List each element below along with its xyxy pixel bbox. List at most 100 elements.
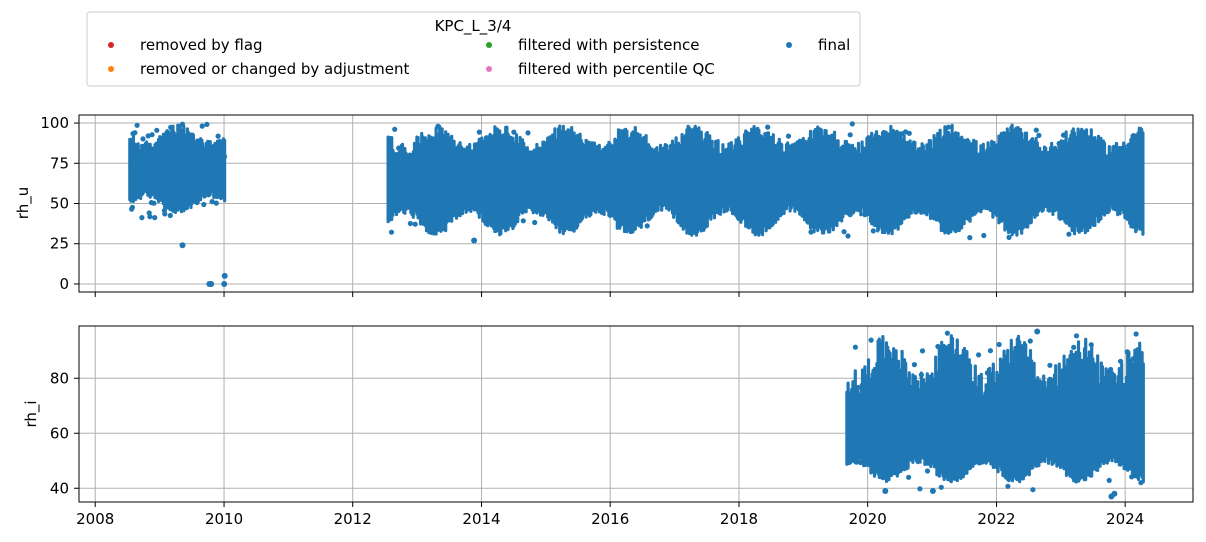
data-point xyxy=(208,281,215,287)
data-point xyxy=(498,210,505,216)
data-point xyxy=(1111,382,1117,388)
y-tick-label: 40 xyxy=(50,479,69,497)
data-point xyxy=(887,378,893,384)
data-point xyxy=(983,402,989,408)
data-point xyxy=(194,180,201,186)
legend-marker xyxy=(108,66,114,72)
data-point xyxy=(649,154,655,160)
data-point xyxy=(996,341,1002,348)
data-point xyxy=(148,200,154,206)
legend-marker xyxy=(486,66,492,72)
data-point xyxy=(1096,393,1102,399)
data-point xyxy=(872,197,878,203)
data-point xyxy=(511,129,517,135)
data-point xyxy=(1054,451,1060,457)
data-point xyxy=(932,461,939,467)
data-point xyxy=(1120,445,1126,451)
data-point xyxy=(1027,338,1033,344)
data-point xyxy=(897,220,903,226)
data-point xyxy=(147,174,154,180)
x-tick-label: 2020 xyxy=(849,510,887,528)
data-point xyxy=(870,454,876,460)
data-point xyxy=(864,407,870,413)
data-point xyxy=(958,187,964,193)
data-point xyxy=(168,181,174,187)
data-point xyxy=(888,386,894,392)
data-point xyxy=(165,133,171,139)
data-point xyxy=(141,180,148,186)
data-point xyxy=(1089,416,1095,422)
final-series-mass xyxy=(845,334,1145,484)
data-point xyxy=(1005,483,1011,489)
data-point xyxy=(149,146,155,152)
data-point xyxy=(478,161,484,168)
data-point xyxy=(625,139,631,145)
data-point xyxy=(154,156,160,162)
data-point xyxy=(174,206,180,212)
data-point xyxy=(129,154,136,160)
data-point xyxy=(140,136,146,142)
data-point xyxy=(154,127,160,133)
data-point xyxy=(168,124,174,130)
data-point xyxy=(957,376,963,382)
final-series-band xyxy=(128,121,228,221)
data-point xyxy=(168,206,174,212)
data-point xyxy=(1069,414,1075,420)
data-point xyxy=(1133,331,1139,337)
data-point xyxy=(823,160,829,166)
data-point xyxy=(871,368,877,374)
data-point xyxy=(1106,477,1112,483)
data-point xyxy=(152,215,158,221)
data-point xyxy=(984,370,991,376)
data-point xyxy=(868,157,874,164)
data-point xyxy=(899,131,905,137)
data-point xyxy=(944,330,951,336)
rh-i-points xyxy=(845,328,1145,500)
legend-label: final xyxy=(818,36,850,54)
data-point xyxy=(209,161,216,167)
data-point xyxy=(527,162,533,168)
data-point xyxy=(631,208,638,214)
data-point xyxy=(174,173,180,180)
data-point xyxy=(189,132,195,138)
data-point xyxy=(1033,386,1039,392)
x-tick-label: 2024 xyxy=(1106,510,1144,528)
data-point xyxy=(1005,158,1011,164)
data-point xyxy=(192,174,198,180)
y-tick-label: 75 xyxy=(50,154,69,172)
data-point xyxy=(196,185,202,191)
data-point xyxy=(847,212,853,218)
data-point xyxy=(476,129,482,135)
data-point xyxy=(857,459,864,466)
data-point xyxy=(683,157,689,163)
data-point xyxy=(147,170,153,176)
data-point xyxy=(1130,356,1136,362)
data-point xyxy=(1019,463,1025,469)
data-point xyxy=(1019,145,1025,151)
data-point xyxy=(903,426,910,432)
data-point xyxy=(435,123,441,129)
data-point xyxy=(998,144,1005,150)
data-point xyxy=(1017,440,1023,446)
data-point xyxy=(845,233,851,239)
data-point xyxy=(1077,455,1083,461)
data-point xyxy=(532,219,538,226)
data-point xyxy=(160,155,166,161)
data-point xyxy=(1117,381,1123,387)
data-point xyxy=(164,149,170,155)
rh-u-x-ticks xyxy=(94,292,1126,297)
data-point xyxy=(850,439,856,445)
legend-title: KPC_L_3/4 xyxy=(435,17,512,36)
data-point xyxy=(785,133,792,139)
data-point xyxy=(510,165,516,171)
data-point xyxy=(151,180,157,186)
data-point xyxy=(847,132,853,138)
data-point xyxy=(221,272,228,279)
data-point xyxy=(875,134,882,140)
data-point xyxy=(908,418,914,424)
data-point xyxy=(163,193,169,199)
data-point xyxy=(1117,432,1123,438)
data-point xyxy=(841,229,847,235)
data-point xyxy=(853,459,859,465)
rh-u-y-ticks: 0 25 50 75 100 xyxy=(40,114,79,293)
